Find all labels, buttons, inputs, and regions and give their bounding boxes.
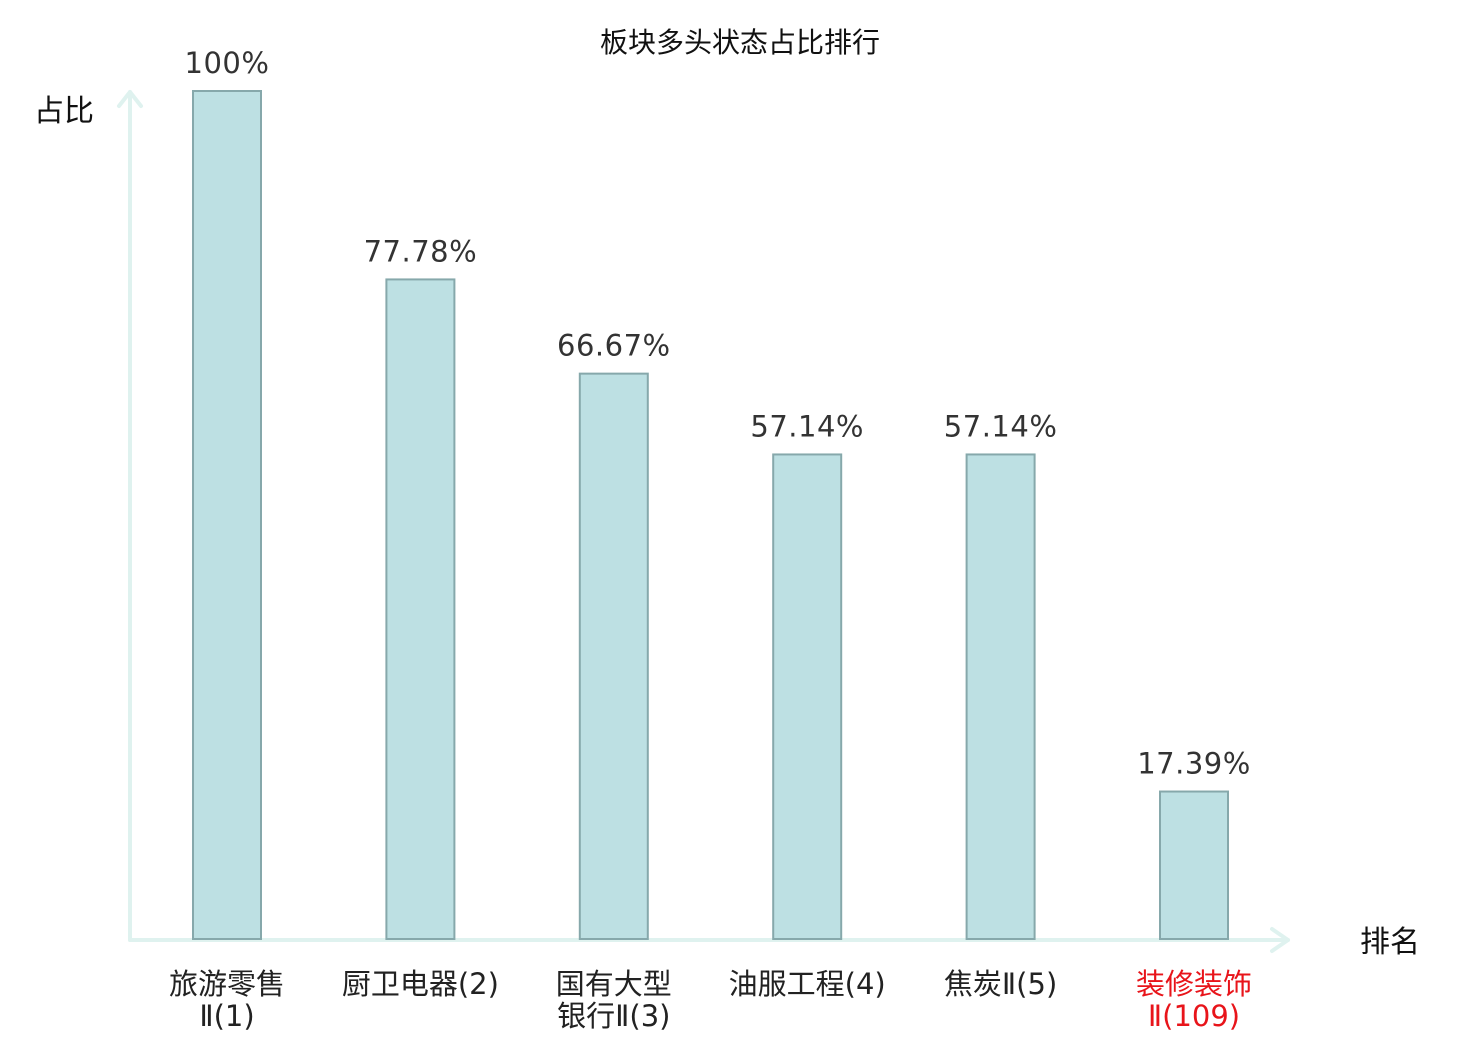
data-label: 100% — [185, 46, 270, 80]
x-axis — [128, 927, 1290, 953]
data-label: 17.39% — [1137, 747, 1251, 781]
data-label: 66.67% — [557, 329, 671, 363]
value-labels-group: 100% 77.78% 66.67% 57.14% 57.14% 17.39% — [185, 46, 1251, 781]
tick-label: 厨卫电器(2) — [342, 967, 499, 1001]
tick-label: 装修装饰 — [1136, 967, 1252, 1001]
bar — [192, 90, 262, 940]
bar — [1159, 790, 1229, 940]
chart-title: 板块多头状态占比排行 — [600, 26, 880, 59]
tick-label: 国有大型 — [556, 967, 672, 1001]
bars-group — [192, 90, 1229, 940]
tick-label: Ⅱ(1) — [199, 999, 254, 1033]
tick-label: 焦炭Ⅱ(5) — [944, 967, 1057, 1001]
data-label: 77.78% — [364, 234, 478, 268]
data-label: 57.14% — [750, 409, 864, 443]
tick-label: 银行Ⅱ(3) — [557, 999, 670, 1033]
data-label: 57.14% — [944, 409, 1058, 443]
bar — [965, 453, 1036, 940]
bar — [772, 453, 843, 940]
tick-label: 旅游零售 — [169, 967, 285, 1001]
bar — [385, 278, 456, 940]
y-axis-label: 占比 — [34, 94, 94, 129]
tick-label: Ⅱ(109) — [1148, 999, 1240, 1033]
bar — [578, 372, 649, 940]
x-axis-label: 排名 — [1360, 925, 1420, 960]
tick-label: 油服工程(4) — [729, 967, 886, 1001]
y-axis — [117, 90, 143, 942]
